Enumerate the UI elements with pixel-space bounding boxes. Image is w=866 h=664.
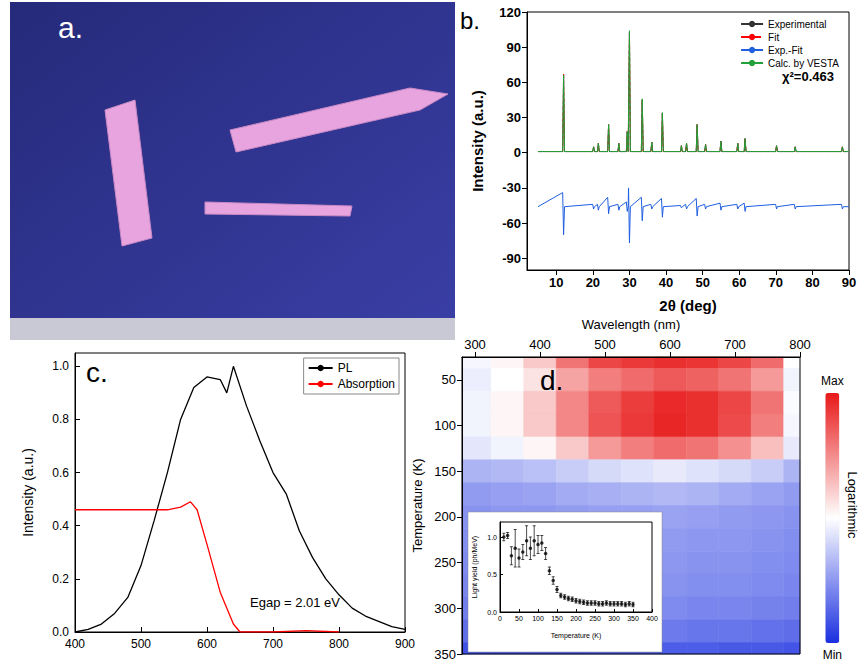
svg-text:30: 30: [622, 275, 636, 290]
svg-text:Egap = 2.01 eV: Egap = 2.01 eV: [250, 595, 340, 610]
svg-text:70: 70: [769, 275, 783, 290]
svg-text:90: 90: [842, 275, 856, 290]
svg-text:50: 50: [442, 372, 456, 387]
svg-text:0.5: 0.5: [487, 571, 497, 578]
svg-text:0.8: 0.8: [52, 412, 69, 426]
svg-text:400: 400: [646, 615, 658, 622]
svg-text:-60: -60: [502, 216, 521, 231]
svg-text:Light yield (ph/MeV): Light yield (ph/MeV): [471, 536, 479, 598]
svg-text:Temperature (K): Temperature (K): [410, 459, 425, 553]
svg-text:Fit: Fit: [768, 32, 779, 43]
svg-text:350: 350: [434, 647, 456, 662]
svg-text:80: 80: [805, 275, 819, 290]
svg-text:Intensity (a.u.): Intensity (a.u.): [20, 448, 36, 537]
svg-text:Intensity (a.u.): Intensity (a.u.): [469, 90, 486, 192]
svg-text:d.: d.: [540, 365, 563, 396]
svg-text:300: 300: [464, 337, 486, 352]
svg-text:900: 900: [395, 637, 415, 651]
svg-text:300: 300: [608, 615, 620, 622]
svg-text:800: 800: [789, 337, 811, 352]
svg-text:60: 60: [732, 275, 746, 290]
svg-text:250: 250: [589, 615, 601, 622]
svg-text:90: 90: [507, 40, 521, 55]
svg-text:2θ (deg): 2θ (deg): [659, 297, 716, 314]
svg-text:100: 100: [434, 418, 456, 433]
svg-text:Exp.-Fit: Exp.-Fit: [768, 45, 803, 56]
svg-text:200: 200: [570, 615, 582, 622]
svg-text:120: 120: [499, 5, 521, 20]
svg-text:150: 150: [551, 615, 563, 622]
svg-text:0: 0: [514, 145, 521, 160]
svg-text:800: 800: [329, 637, 349, 651]
svg-text:Calc. by VESTA: Calc. by VESTA: [768, 58, 839, 69]
svg-text:350: 350: [627, 615, 639, 622]
svg-text:500: 500: [131, 637, 151, 651]
svg-text:1.0: 1.0: [52, 359, 69, 373]
svg-text:0.0: 0.0: [487, 609, 497, 616]
svg-text:-90: -90: [502, 251, 521, 266]
svg-text:500: 500: [594, 337, 616, 352]
svg-text:50: 50: [695, 275, 709, 290]
svg-text:b.: b.: [460, 7, 480, 34]
svg-text:400: 400: [529, 337, 551, 352]
svg-text:700: 700: [263, 637, 283, 651]
svg-text:600: 600: [659, 337, 681, 352]
svg-text:60: 60: [507, 75, 521, 90]
svg-text:0: 0: [498, 615, 502, 622]
svg-text:10: 10: [549, 275, 563, 290]
svg-text:0.2: 0.2: [52, 572, 69, 586]
svg-text:Wavelength (nm): Wavelength (nm): [582, 317, 681, 332]
svg-text:Logarithmic: Logarithmic: [845, 471, 860, 539]
svg-text:1.0: 1.0: [487, 534, 497, 541]
svg-text:PL: PL: [338, 361, 353, 375]
svg-text:a.: a.: [58, 11, 83, 44]
svg-text:40: 40: [659, 275, 673, 290]
svg-text:Max: Max: [821, 374, 844, 388]
svg-text:Absorption: Absorption: [338, 377, 395, 391]
svg-text:200: 200: [434, 509, 456, 524]
svg-text:50: 50: [515, 615, 523, 622]
svg-text:250: 250: [434, 555, 456, 570]
svg-text:0.6: 0.6: [52, 466, 69, 480]
svg-text:30: 30: [507, 110, 521, 125]
svg-text:0.0: 0.0: [52, 625, 69, 639]
svg-text:Temperature (K): Temperature (K): [551, 632, 602, 640]
svg-text:χ²=0.463: χ²=0.463: [782, 69, 834, 84]
svg-text:150: 150: [434, 464, 456, 479]
svg-text:600: 600: [197, 637, 217, 651]
svg-text:20: 20: [586, 275, 600, 290]
svg-text:0.4: 0.4: [52, 519, 69, 533]
svg-text:100: 100: [532, 615, 544, 622]
svg-text:c.: c.: [86, 357, 108, 388]
svg-text:700: 700: [724, 337, 746, 352]
svg-text:Experimental: Experimental: [768, 19, 826, 30]
svg-text:Min: Min: [823, 648, 842, 662]
svg-text:300: 300: [434, 601, 456, 616]
svg-text:-30: -30: [502, 180, 521, 195]
svg-text:400: 400: [65, 637, 85, 651]
